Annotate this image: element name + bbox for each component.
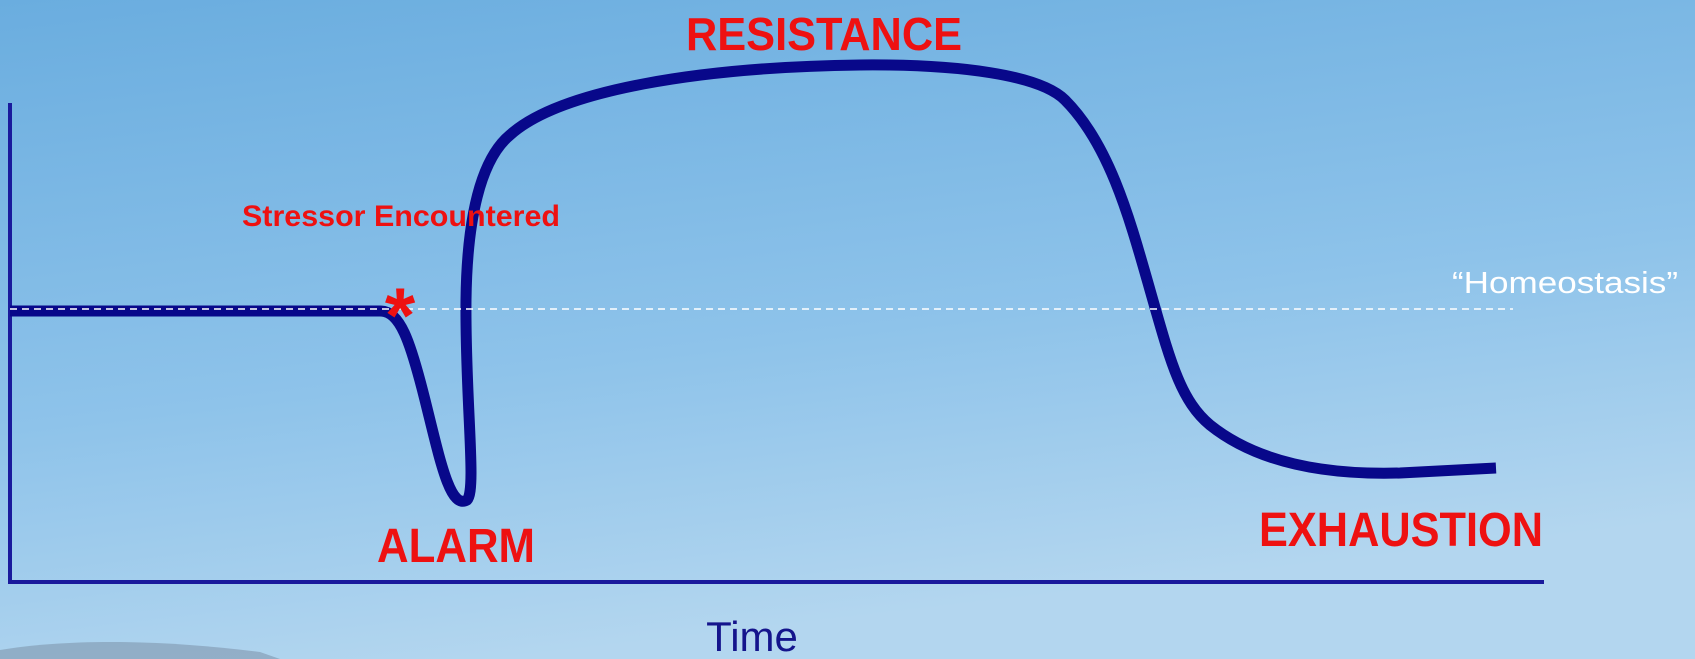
alarm-label: ALARM [377, 520, 535, 573]
stress-curve [10, 59, 1497, 507]
homeostasis-label: “Homeostasis” [1452, 265, 1678, 300]
stressor-label: Stressor Encountered [242, 200, 560, 233]
stressor-marker: * [385, 271, 416, 359]
resistance-label: RESISTANCE [686, 8, 962, 60]
hills [0, 642, 280, 659]
x-axis-label: Time [706, 613, 798, 659]
exhaustion-label: EXHAUSTION [1259, 504, 1543, 557]
